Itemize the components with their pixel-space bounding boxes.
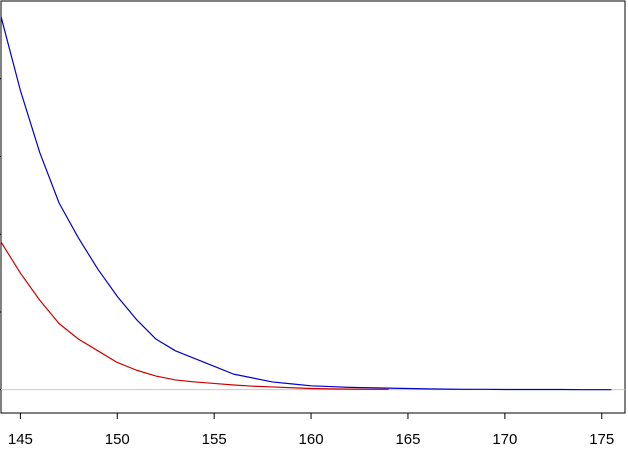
x-tick-label: 170 <box>492 431 517 448</box>
x-axis: 145 150 155 160 165 170 175 <box>8 413 614 448</box>
x-tick-label: 165 <box>395 431 420 448</box>
x-tick-label: 160 <box>299 431 324 448</box>
series-line-1 <box>0 16 612 391</box>
x-tick-label: 150 <box>105 431 130 448</box>
x-tick-label: 145 <box>8 431 33 448</box>
series-layer <box>0 16 612 391</box>
x-tick-label: 175 <box>589 431 614 448</box>
plot-frame <box>0 0 626 414</box>
y-axis <box>0 78 1 391</box>
series-line-2 <box>0 241 389 390</box>
x-tick-label: 155 <box>202 431 227 448</box>
